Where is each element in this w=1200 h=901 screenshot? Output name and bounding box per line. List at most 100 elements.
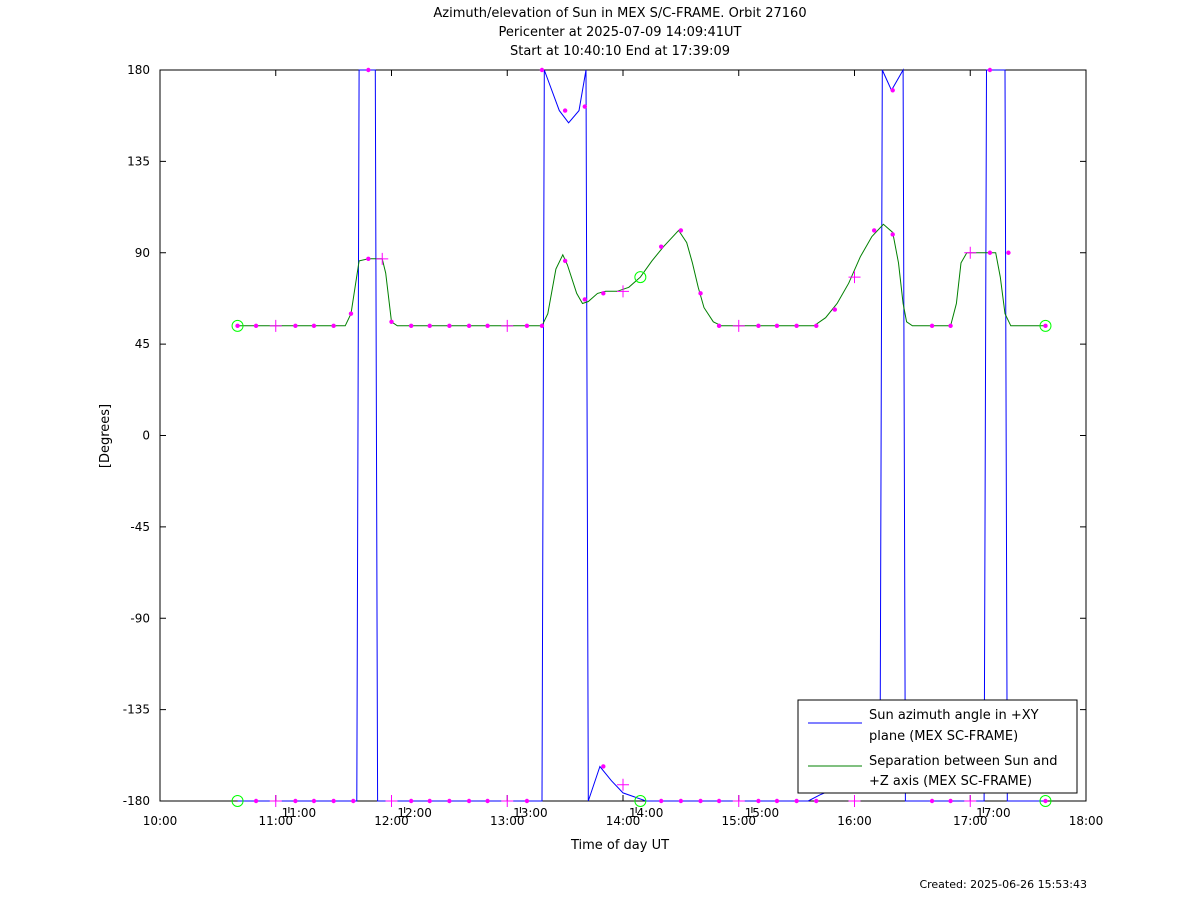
marker-cross-2	[501, 319, 514, 332]
chart-title: Azimuth/elevation of Sun in MEX S/C-FRAM…	[433, 6, 806, 59]
marker-cross-13	[964, 795, 977, 807]
marker-circle-5	[1039, 795, 1052, 807]
marker-dot-32	[1006, 250, 1011, 255]
marker-dot-17	[601, 291, 606, 296]
marker-dot-6	[366, 256, 371, 262]
marker-dot-57	[814, 798, 819, 804]
x-tick-label-6: 16:00	[837, 814, 872, 828]
x-tick-label-8: 18:00	[1069, 814, 1104, 828]
marker-dot-44	[485, 798, 490, 804]
data-markers	[231, 67, 1052, 807]
legend-label-separation-line-2: +Z axis (MEX SC-FRAME)	[869, 774, 1032, 789]
marker-dot-0	[235, 323, 240, 329]
legend-label-azimuth-line-2: plane (MEX SC-FRAME)	[869, 729, 1018, 744]
marker-dot-36	[311, 798, 317, 804]
marker-dot-21	[716, 323, 722, 329]
created-timestamp: Created: 2025-06-26 15:53:43	[919, 878, 1087, 891]
marker-dot-49	[601, 764, 606, 769]
marker-dot-46	[539, 67, 545, 73]
inner-hour-label-3: 14:00	[629, 806, 664, 820]
marker-dot-52	[698, 798, 703, 804]
y-axis-label: [Degrees]	[98, 404, 113, 468]
marker-circle-0	[231, 319, 244, 332]
legend: Sun azimuth angle in +XY plane (MEX SC-F…	[797, 699, 1078, 794]
marker-dot-23	[774, 323, 780, 329]
x-tick-label-7: 17:00	[953, 814, 988, 828]
marker-dot-20	[698, 291, 703, 296]
y-tick-label-0: 180	[127, 63, 150, 77]
marker-cross-4	[732, 319, 745, 332]
y-tick-label-6: -90	[130, 611, 150, 625]
marker-dot-13	[524, 323, 530, 329]
marker-dot-35	[293, 798, 298, 804]
x-tick-label-0: 10:00	[143, 814, 178, 828]
title-line-1: Azimuth/elevation of Sun in MEX S/C-FRAM…	[433, 6, 806, 21]
marker-dot-1	[253, 323, 259, 329]
marker-dot-37	[331, 798, 336, 804]
series-line-0	[237, 68, 1046, 802]
marker-dot-4	[331, 323, 336, 329]
marker-dot-31	[987, 250, 993, 255]
marker-dot-51	[678, 798, 684, 804]
marker-dot-34	[253, 798, 259, 804]
marker-dot-3	[311, 323, 317, 329]
y-tick-label-5: -45	[130, 520, 150, 534]
y-tick-label-1: 135	[127, 154, 150, 168]
marker-dot-53	[716, 798, 722, 804]
plot-area	[159, 68, 1087, 802]
inner-hour-label-1: 12:00	[397, 806, 432, 820]
x-tick-label-1: 11:00	[258, 814, 293, 828]
x-tick-label-2: 12:00	[374, 814, 409, 828]
title-line-2: Pericenter at 2025-07-09 14:09:41UT	[498, 25, 741, 40]
legend-label-separation-line-1: Separation between Sun and	[869, 754, 1057, 769]
x-tick-label-4: 14:00	[606, 814, 641, 828]
inner-hour-label-2: 13:00	[513, 806, 548, 820]
marker-cross-12	[848, 795, 861, 807]
marker-dot-22	[756, 323, 761, 329]
marker-dot-41	[427, 798, 432, 804]
legend-box	[797, 699, 1078, 794]
marker-dot-45	[524, 798, 530, 804]
marker-cross-0	[269, 319, 282, 332]
marker-dot-30	[948, 323, 953, 329]
title-line-3: Start at 10:40:10 End at 17:39:09	[510, 44, 730, 59]
inner-hour-label-0: 11:00	[282, 806, 317, 820]
inner-hour-label-4: 15:00	[745, 806, 780, 820]
marker-dot-58	[890, 88, 895, 93]
marker-dot-25	[814, 323, 819, 329]
marker-dot-7	[389, 319, 394, 324]
marker-dot-56	[794, 798, 799, 804]
marker-dot-38	[351, 798, 356, 804]
marker-cross-5	[848, 271, 861, 284]
marker-dot-28	[890, 232, 895, 237]
marker-circle-1	[231, 795, 244, 807]
marker-dot-54	[756, 798, 761, 804]
marker-dot-47	[562, 108, 568, 113]
marker-dot-16	[582, 297, 588, 302]
y-tick-label-2: 90	[135, 246, 150, 260]
marker-dot-29	[929, 323, 935, 329]
inner-hour-label-5: 17:00	[976, 806, 1011, 820]
marker-dot-40	[408, 798, 414, 804]
marker-dot-24	[794, 323, 799, 329]
y-tick-label-8: -180	[123, 794, 150, 808]
marker-dot-8	[408, 323, 414, 329]
marker-dot-18	[658, 244, 664, 249]
marker-circle-2	[634, 271, 647, 284]
marker-dot-15	[562, 258, 568, 264]
marker-dot-27	[871, 228, 877, 233]
marker-circle-4	[1039, 319, 1052, 332]
marker-dot-33	[1043, 323, 1048, 329]
marker-dot-62	[1043, 798, 1048, 804]
marker-cross-1	[376, 252, 389, 265]
marker-cross-9	[501, 795, 514, 807]
marker-dot-43	[466, 798, 472, 804]
marker-dot-48	[582, 104, 588, 109]
marker-dot-39	[366, 67, 371, 73]
marker-dot-10	[447, 323, 452, 329]
marker-dot-55	[774, 798, 780, 804]
marker-dot-59	[929, 798, 935, 804]
plot-frame	[159, 69, 1087, 802]
marker-dot-14	[539, 323, 545, 329]
marker-dot-9	[427, 323, 432, 329]
